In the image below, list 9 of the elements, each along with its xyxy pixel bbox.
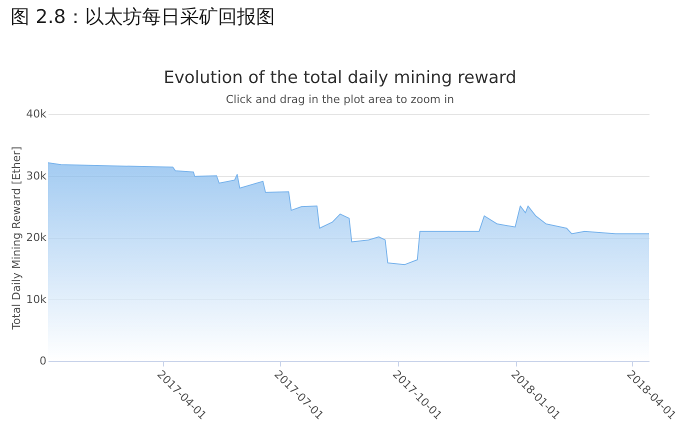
y-tick-label: 30k xyxy=(26,169,48,182)
y-tick-label: 10k xyxy=(26,292,48,306)
text: Click and drag in the plot area to zoom in xyxy=(226,93,454,106)
chart-title: 图 2.8：以太坊每日采矿回报图 xyxy=(10,6,275,28)
y-tick-label: 0 xyxy=(40,354,46,368)
chart-subtitle: Evolution of the total daily mining reward xyxy=(164,68,516,88)
y-axis-title: Total Daily Mining Reward [Ether] xyxy=(10,146,24,331)
y-tick-label: 20k xyxy=(26,231,48,244)
y-tick-label: 40k xyxy=(26,108,48,120)
